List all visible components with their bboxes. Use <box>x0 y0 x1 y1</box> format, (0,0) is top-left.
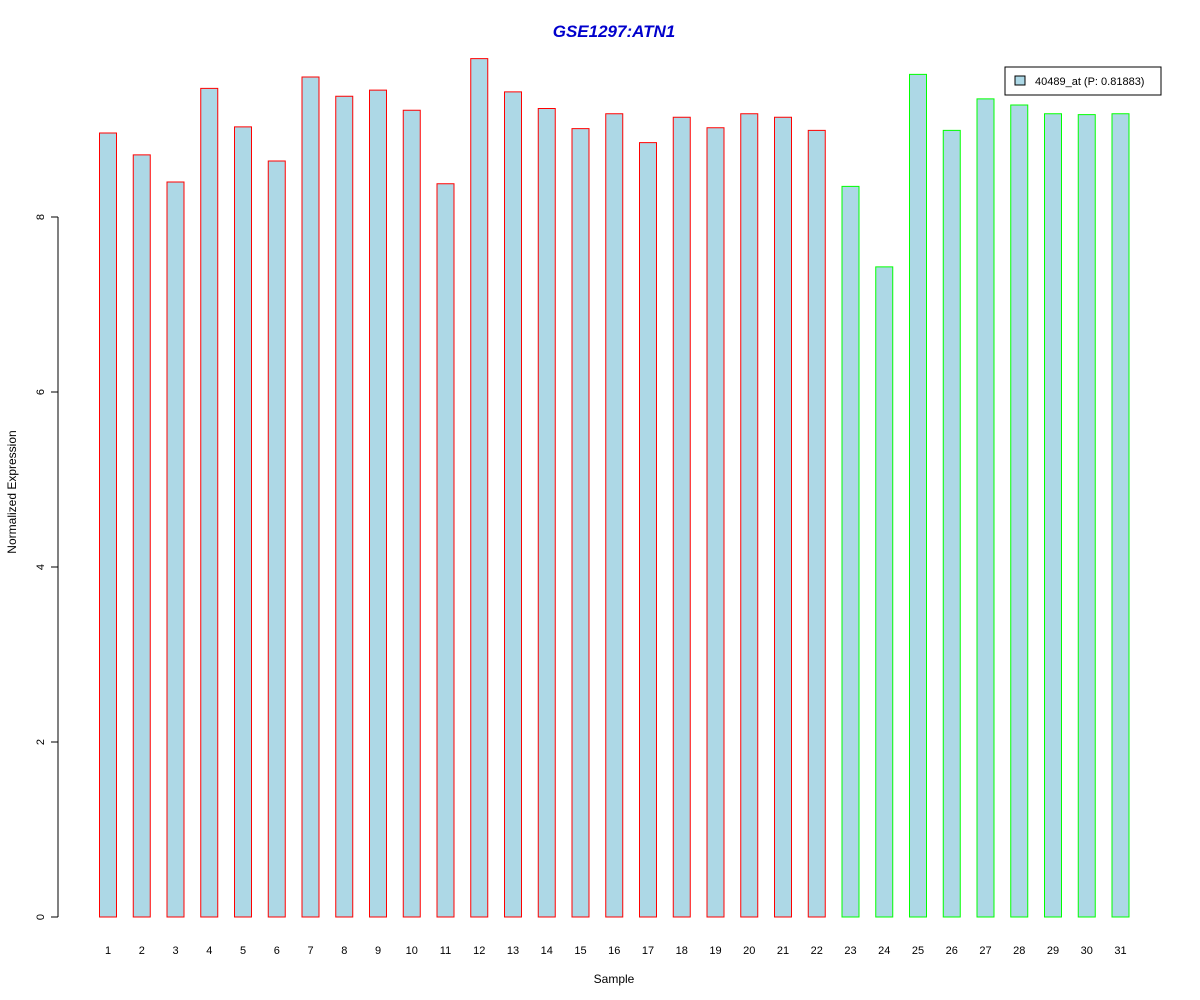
legend-box <box>1004 66 1162 96</box>
x-tick-label: 30 <box>1081 945 1093 957</box>
bar-sample-20 <box>740 113 759 918</box>
bar-sample-6 <box>267 160 286 918</box>
chart-title: GSE1297:ATN1 <box>553 22 676 41</box>
x-tick-label: 24 <box>878 945 890 957</box>
bar-sample-19 <box>706 127 725 918</box>
bar-sample-18 <box>672 116 691 918</box>
x-tick-label: 21 <box>777 945 789 957</box>
x-axis-title: Sample <box>594 972 635 986</box>
x-tick-label: 25 <box>912 945 924 957</box>
x-axis: 1 2 3 4 5 6 7 8 9 10 11 12 13 14 15 16 17 18 19 20 21 22 23 24 2… <box>105 945 1127 957</box>
x-tick-label: 22 <box>811 945 823 957</box>
x-tick-label: 28 <box>1013 945 1025 957</box>
bar-sample-12 <box>470 58 489 918</box>
bar-sample-16 <box>605 113 624 918</box>
x-tick-label: 26 <box>946 945 958 957</box>
bar-sample-30 <box>1077 114 1096 918</box>
x-tick-label: 20 <box>743 945 755 957</box>
x-tick-label: 13 <box>507 945 519 957</box>
x-tick-label: 10 <box>406 945 418 957</box>
bar-sample-10 <box>402 109 421 918</box>
y-tick-label: 4 <box>35 564 47 570</box>
bar-sample-2 <box>132 154 151 918</box>
x-tick-label: 12 <box>473 945 485 957</box>
legend-swatch <box>1014 75 1026 86</box>
x-tick-label: 8 <box>341 945 347 957</box>
x-tick-label: 4 <box>206 945 212 957</box>
y-tick-label: 8 <box>35 214 47 220</box>
bar-sample-8 <box>335 95 354 918</box>
bar-sample-21 <box>774 116 792 918</box>
x-tick-label: 29 <box>1047 945 1059 957</box>
bar-sample-23 <box>841 185 860 918</box>
y-axis-title: Normalized Expression <box>5 430 19 553</box>
bars <box>99 58 1130 918</box>
y-tick-label: 2 <box>35 739 47 745</box>
bar-sample-15 <box>571 128 590 918</box>
x-tick-label: 9 <box>375 945 381 957</box>
y-tick-label: 6 <box>35 389 47 395</box>
x-tick-label: 7 <box>307 945 313 957</box>
x-tick-label: 1 <box>105 945 111 957</box>
bar-sample-14 <box>537 108 556 918</box>
bar-sample-9 <box>369 89 387 918</box>
bar-sample-27 <box>976 98 995 918</box>
bar-sample-17 <box>639 142 657 918</box>
bar-sample-4 <box>200 87 219 918</box>
legend: 40489_at (P: 0.81883) <box>1004 66 1162 96</box>
bar-sample-13 <box>504 91 522 918</box>
bar-sample-3 <box>166 181 185 918</box>
x-tick-label: 23 <box>844 945 856 957</box>
x-tick-label: 2 <box>139 945 145 957</box>
bar-sample-22 <box>807 129 826 918</box>
bar-sample-7 <box>301 76 320 918</box>
bar-sample-1 <box>99 132 117 918</box>
bar-sample-28 <box>1010 104 1029 918</box>
x-tick-label: 31 <box>1114 945 1126 957</box>
x-tick-label: 3 <box>172 945 178 957</box>
x-tick-label: 19 <box>709 945 721 957</box>
y-axis: 0 2 4 6 8 <box>35 214 59 920</box>
x-tick-label: 15 <box>574 945 586 957</box>
bar-sample-25 <box>909 73 927 918</box>
x-tick-label: 6 <box>274 945 280 957</box>
bar-sample-11 <box>436 183 455 918</box>
bar-sample-29 <box>1044 113 1062 918</box>
bar-sample-26 <box>942 129 961 918</box>
x-tick-label: 11 <box>440 945 451 957</box>
bar-sample-31 <box>1111 113 1130 918</box>
bar-sample-5 <box>234 126 252 918</box>
x-tick-label: 18 <box>676 945 688 957</box>
y-tick-label: 0 <box>35 914 47 920</box>
legend-label: 40489_at (P: 0.81883) <box>1035 76 1144 88</box>
x-tick-label: 16 <box>608 945 620 957</box>
bar-sample-24 <box>875 266 894 918</box>
x-tick-label: 5 <box>240 945 246 957</box>
x-tick-label: 17 <box>642 945 654 957</box>
x-tick-label: 27 <box>979 945 991 957</box>
x-tick-label: 14 <box>541 945 553 957</box>
